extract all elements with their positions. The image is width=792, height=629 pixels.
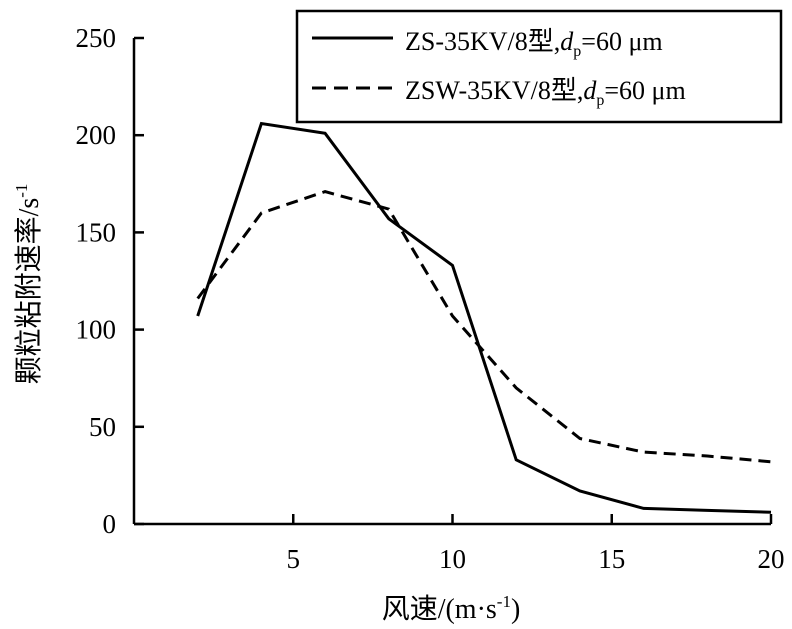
y-tick-label: 200 <box>76 120 117 150</box>
y-tick-label: 100 <box>76 315 117 345</box>
y-tick-label: 250 <box>76 23 117 53</box>
y-tick-label: 0 <box>103 509 117 539</box>
x-tick-label: 5 <box>287 544 301 574</box>
legend-box <box>295 9 783 124</box>
y-tick-label: 150 <box>76 217 117 247</box>
x-tick-label: 20 <box>758 544 785 574</box>
series-line-zsw <box>196 190 772 464</box>
ticks: 0 50 100 150 200 250 5 10 15 20 <box>76 23 785 574</box>
x-tick-label: 15 <box>598 544 625 574</box>
x-tick-label: 10 <box>439 544 466 574</box>
y-tick-label: 50 <box>89 412 116 442</box>
legend: ZS-35KV/8型,dp=60 μm ZSW-35KV/8型,dp=60 μm <box>295 9 783 124</box>
legend-label-zs: ZS-35KV/8型,dp=60 μm <box>405 27 663 60</box>
legend-label-zsw: ZSW-35KV/8型,dp=60 μm <box>405 76 686 109</box>
x-axis-title: 风速/(m·s-1) <box>382 592 521 625</box>
series-line-zs <box>196 121 772 514</box>
y-axis-title: 颗粒粘附速率/s-1 <box>12 184 45 385</box>
series-layer <box>196 121 772 514</box>
